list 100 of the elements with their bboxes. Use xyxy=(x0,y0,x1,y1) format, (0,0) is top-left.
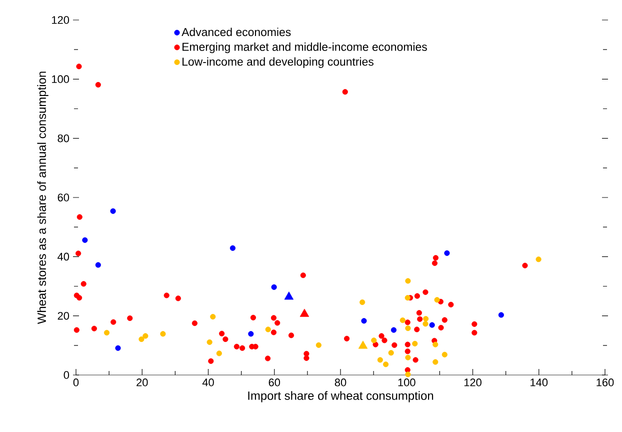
point xyxy=(115,345,121,351)
point xyxy=(284,292,294,300)
point xyxy=(404,348,410,354)
point xyxy=(388,350,394,356)
point xyxy=(390,327,397,333)
y-tick-label: 0 xyxy=(64,371,70,379)
point xyxy=(164,292,170,298)
point xyxy=(423,316,429,322)
point xyxy=(422,321,428,327)
y-tick-label: 100 xyxy=(52,75,70,84)
x-tick-label: 100 xyxy=(398,378,416,386)
point xyxy=(360,299,366,306)
point xyxy=(160,331,166,337)
y-axis-title: Wheat stores as a share of annual consumption xyxy=(37,72,48,324)
point xyxy=(392,342,398,348)
point xyxy=(95,262,101,268)
point xyxy=(400,317,406,324)
point xyxy=(371,338,377,344)
point xyxy=(192,320,198,326)
point xyxy=(91,326,97,332)
point xyxy=(472,330,478,336)
legend-label: Advanced economies xyxy=(182,28,291,36)
point xyxy=(222,336,228,342)
point xyxy=(175,296,181,302)
x-axis-title: Import share of wheat consumption xyxy=(248,391,434,402)
point xyxy=(80,281,86,287)
y-tick-label: 60 xyxy=(58,194,70,202)
point xyxy=(342,89,348,95)
point xyxy=(378,333,384,339)
point xyxy=(404,367,410,373)
point xyxy=(304,350,310,356)
point xyxy=(219,330,225,336)
point xyxy=(274,320,280,326)
point xyxy=(432,255,439,261)
point xyxy=(432,359,438,365)
point xyxy=(442,317,448,323)
point xyxy=(271,284,277,290)
point xyxy=(417,316,423,322)
y-tick-label: 40 xyxy=(58,252,70,261)
point xyxy=(234,344,240,350)
x-tick-label: 80 xyxy=(334,378,346,386)
point xyxy=(216,350,222,356)
point xyxy=(382,338,388,344)
point xyxy=(498,312,504,318)
point xyxy=(138,336,144,342)
point xyxy=(264,356,271,362)
point xyxy=(300,272,306,278)
point xyxy=(250,314,256,320)
point xyxy=(206,339,212,345)
x-tick-label: 0 xyxy=(73,378,79,386)
point xyxy=(76,294,82,301)
point xyxy=(404,320,410,326)
point xyxy=(95,82,101,88)
point xyxy=(316,342,322,348)
point xyxy=(270,330,277,336)
point xyxy=(344,336,350,342)
x-tick-label: 20 xyxy=(136,378,148,386)
point xyxy=(429,322,435,328)
point xyxy=(270,315,277,321)
point xyxy=(82,237,88,243)
point xyxy=(405,278,411,284)
point xyxy=(142,333,148,339)
point xyxy=(412,357,418,363)
point xyxy=(361,318,367,324)
point xyxy=(110,208,116,214)
point xyxy=(230,245,236,251)
point xyxy=(522,262,528,268)
point xyxy=(405,354,411,360)
point xyxy=(110,319,116,325)
point xyxy=(422,289,428,295)
y-tick-label: 80 xyxy=(58,134,70,142)
point xyxy=(74,327,80,333)
x-tick-label: 140 xyxy=(530,378,548,386)
point xyxy=(434,297,440,303)
point xyxy=(414,326,420,332)
point xyxy=(472,321,478,327)
point xyxy=(405,325,411,332)
point xyxy=(416,310,422,316)
x-tick-label: 120 xyxy=(464,378,482,386)
point xyxy=(304,355,310,361)
legend-label: Low-income and developing countries xyxy=(182,57,374,68)
x-tick-label: 40 xyxy=(202,378,214,386)
point xyxy=(104,330,110,336)
point xyxy=(405,372,411,378)
point xyxy=(536,256,542,262)
point xyxy=(208,358,214,364)
point xyxy=(210,314,216,320)
point xyxy=(377,357,383,363)
legend-label: Emerging market and middle-income economies xyxy=(182,42,427,54)
point xyxy=(76,64,82,70)
point xyxy=(288,332,294,338)
point xyxy=(404,294,410,301)
point xyxy=(432,260,438,266)
point xyxy=(240,345,246,351)
y-tick-label: 20 xyxy=(58,312,70,320)
x-tick-label: 160 xyxy=(596,378,614,386)
point xyxy=(265,326,271,332)
point xyxy=(300,308,310,317)
y-tick-label: 120 xyxy=(52,16,70,24)
point xyxy=(76,250,82,256)
